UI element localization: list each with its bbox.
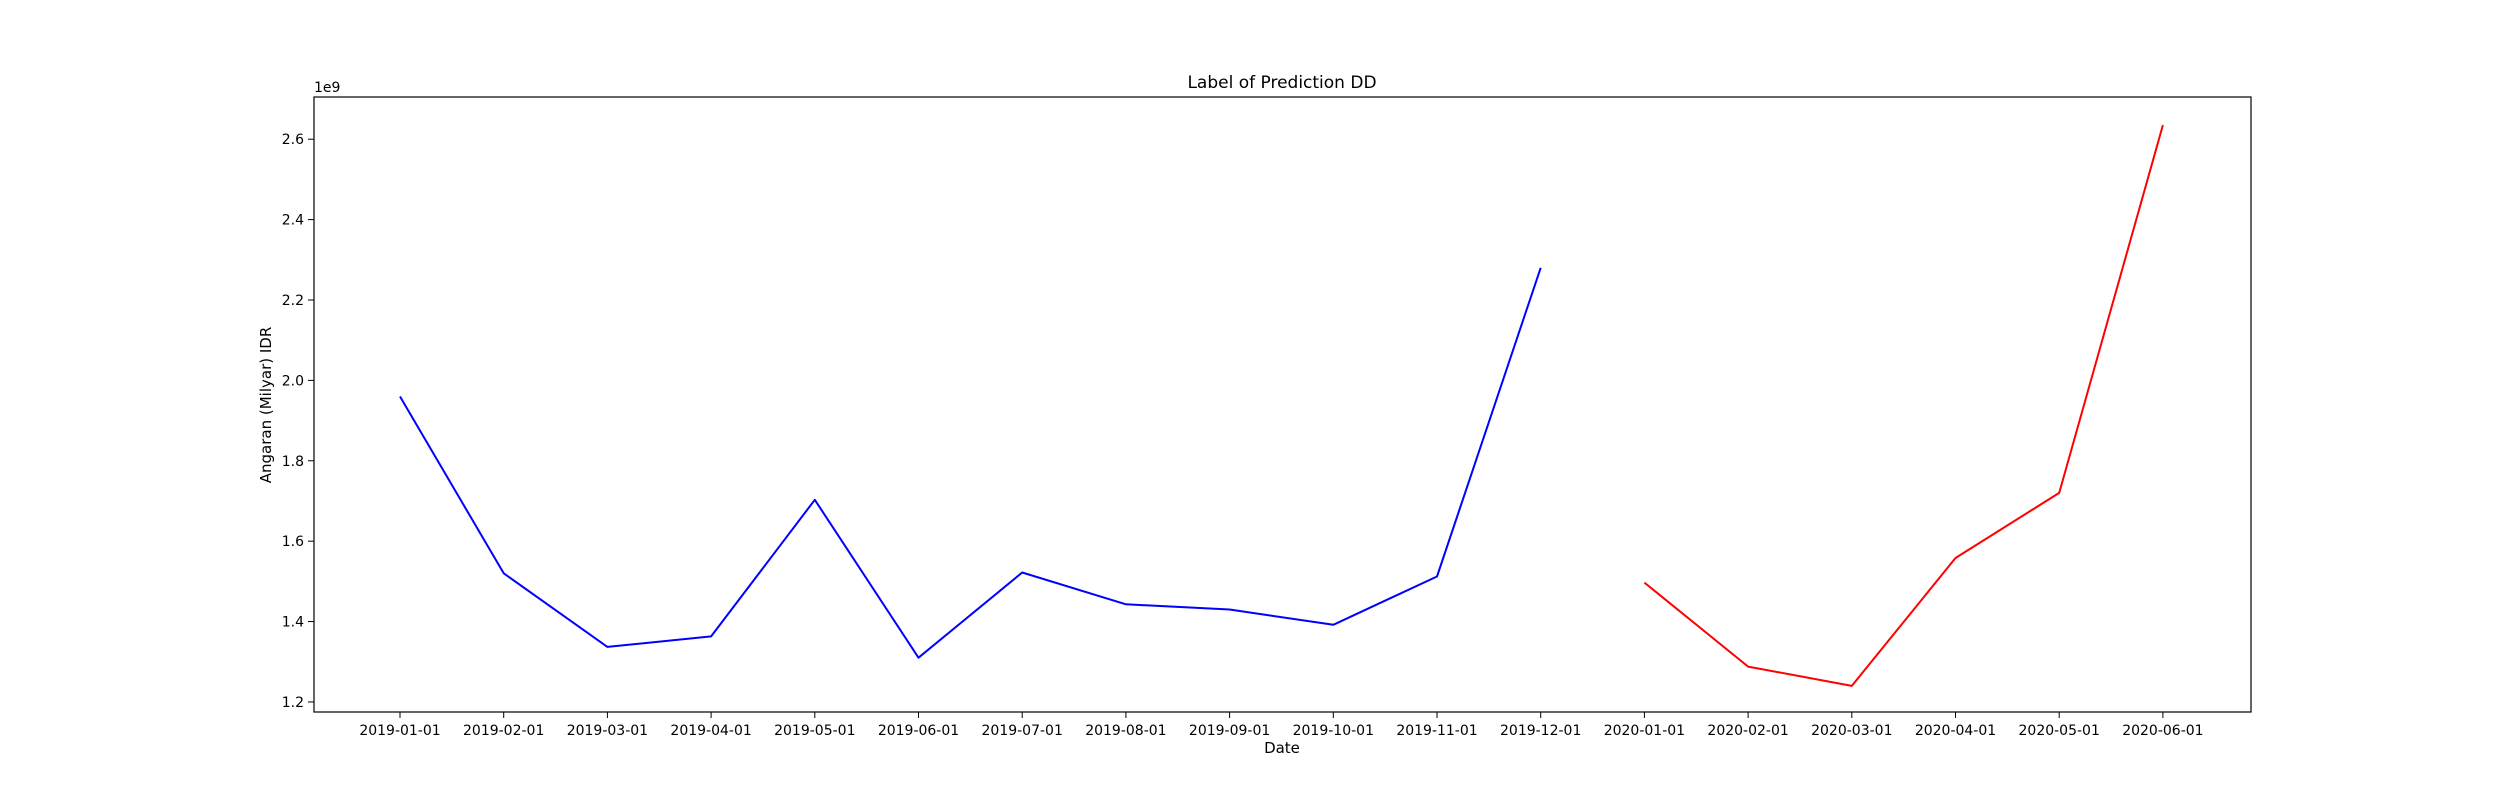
y-tick-label: 2.0 [282, 373, 304, 389]
x-tick-label: 2020-03-01 [1811, 723, 1892, 739]
x-axis-title: Date [1264, 739, 1300, 757]
y-tick-label: 2.6 [282, 132, 304, 148]
x-tick-label: 2020-01-01 [1604, 723, 1685, 739]
x-tick-label: 2019-10-01 [1293, 723, 1374, 739]
x-tick-label: 2020-02-01 [1707, 723, 1788, 739]
y-axis-title: Angaran (Milyar) IDR [257, 327, 275, 484]
x-tick-label: 2019-12-01 [1500, 723, 1581, 739]
y-tick-label: 1.6 [282, 534, 304, 550]
x-tick-label: 2020-05-01 [2019, 723, 2100, 739]
x-tick-label: 2019-03-01 [567, 723, 648, 739]
x-tick-label: 2019-04-01 [670, 723, 751, 739]
x-tick-label: 2019-11-01 [1396, 723, 1477, 739]
chart-title: Label of Prediction DD [1187, 73, 1376, 93]
x-tick-label: 2019-05-01 [774, 723, 855, 739]
y-tick-label: 2.2 [282, 293, 304, 309]
plot-frame [313, 96, 2252, 713]
y-tick-label: 1.4 [282, 615, 304, 631]
x-tick-label: 2019-01-01 [359, 723, 440, 739]
x-tick-label: 2019-06-01 [878, 723, 959, 739]
x-tick-label: 2020-06-01 [2122, 723, 2203, 739]
y-tick-label: 1.8 [282, 454, 304, 470]
y-tick-label: 2.4 [282, 213, 304, 229]
series-line-2 [1643, 124, 2164, 687]
x-tick-label: 2019-07-01 [982, 723, 1063, 739]
x-tick-label: 2019-09-01 [1189, 723, 1270, 739]
y-tick-label: 1.2 [282, 695, 304, 711]
x-tick-label: 2019-08-01 [1085, 723, 1166, 739]
series-line-1 [399, 267, 1542, 659]
y-axis-offset-label: 1e9 [314, 80, 340, 96]
x-tick-label: 2020-04-01 [1915, 723, 1996, 739]
x-tick-label: 2019-02-01 [463, 723, 544, 739]
